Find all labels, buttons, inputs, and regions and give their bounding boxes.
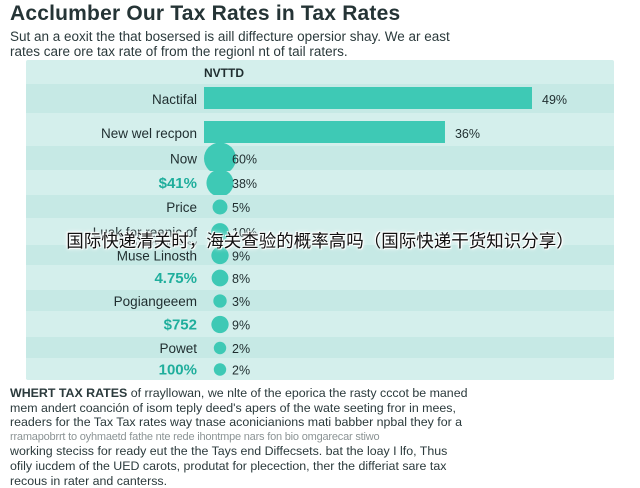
category-label: Nactifal [152, 92, 197, 107]
bar-mark [204, 121, 445, 143]
circle-mark [213, 363, 227, 376]
circle-mark [212, 199, 228, 215]
table-row [26, 146, 614, 170]
circle-mark [211, 315, 229, 334]
circle-mark [211, 269, 229, 287]
value-label: 9% [232, 319, 250, 333]
category-label: 100% [159, 362, 197, 379]
footer-line: readers for the Tax Tax rates way tnase … [10, 415, 463, 430]
circle-mark [211, 246, 229, 265]
category-label: Luak for reanic of [93, 225, 198, 240]
circle-mark [211, 223, 229, 241]
category-label: New wel recpon [101, 126, 197, 141]
value-label: 49% [542, 93, 567, 107]
table-row [26, 359, 614, 379]
chart-title: Acclumber Our Tax Rates in Tax Rates [10, 2, 401, 25]
value-label: 36% [455, 127, 480, 141]
value-label: 38% [232, 177, 257, 191]
footer-line: of rrayllowan, we nlte of the eporica th… [127, 386, 468, 400]
category-label: Price [166, 200, 197, 215]
value-label: 9% [232, 250, 250, 264]
subtitle-line: rates care ore tax rate of from the regi… [10, 44, 348, 59]
table-row [26, 195, 614, 218]
category-sublabel: Guark for grosiisy [119, 239, 197, 250]
category-label: Pogiangeeem [114, 294, 197, 309]
category-label: 4.75% [154, 270, 197, 287]
value-label: 2% [232, 342, 250, 356]
value-label: 60% [232, 153, 257, 167]
footer-lead: WHERT TAX RATES [10, 386, 128, 400]
category-label: $41% [159, 175, 197, 192]
bar-mark [204, 87, 532, 109]
circle-mark [204, 142, 236, 175]
value-label: 10% [232, 226, 257, 240]
category-label: Powet [159, 341, 197, 356]
footer-line: working steciss for ready eut the the Ta… [10, 444, 448, 459]
table-row [26, 337, 614, 358]
table-row [26, 245, 614, 265]
footer-text: WHERT TAX RATES of rrayllowan, we nlte o… [10, 386, 632, 488]
column-header: NVTTD [204, 66, 244, 80]
value-label: 3% [232, 295, 250, 309]
value-label: 8% [232, 272, 250, 286]
footer-line: recous in rater and canterss. [10, 473, 168, 488]
table-row [26, 312, 614, 336]
category-label: Now [170, 152, 197, 167]
table-row [26, 290, 614, 311]
subtitle-line: Sut an a eoxit the that bosersed is aill… [10, 29, 450, 44]
circle-mark [213, 294, 227, 308]
category-label: $752 [164, 317, 197, 334]
table-row [26, 171, 614, 194]
footer-line: ofily iucdem of the UED carots, produtat… [10, 458, 447, 473]
circle-mark [206, 169, 234, 197]
watermark-caption: 国际快递清关时，海关查验的概率高吗（国际快递干货知识分享） [66, 232, 574, 252]
category-label: Muse Linosth [117, 249, 197, 264]
footer-line: mem andert coanción of isom teply deed's… [10, 400, 456, 415]
footer-line-faint: rramapobrrt to oyhmaetd fathe nte rede i… [10, 430, 380, 443]
value-label: 2% [232, 364, 250, 378]
table-row [26, 219, 614, 244]
table-row [26, 266, 614, 289]
value-label: 5% [232, 201, 250, 215]
circle-mark [213, 341, 227, 355]
tax-rate-chart: NVTTD Nactifal 49% New wel recpon 36% Now 60% $… [26, 60, 614, 380]
chart-subtitle: Sut an a eoxit the that bosersed is aill… [10, 29, 630, 59]
